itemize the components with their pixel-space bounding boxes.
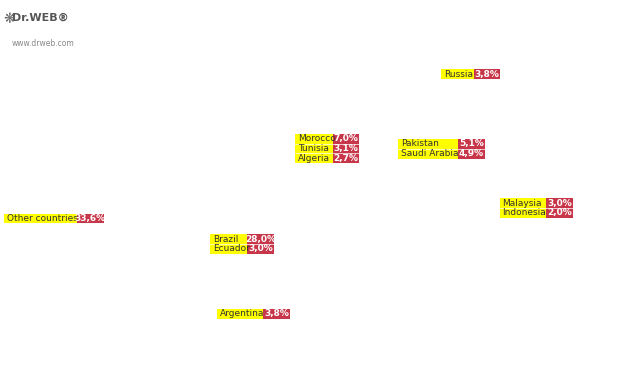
Text: 3,8%: 3,8% [264, 309, 289, 318]
Bar [474, 70, 500, 79]
Bar [4, 213, 77, 223]
Text: Algeria: Algeria [298, 154, 330, 163]
Text: Pakistan: Pakistan [401, 139, 439, 148]
Bar [264, 309, 290, 319]
Bar [295, 153, 333, 163]
Text: www.drweb.com: www.drweb.com [12, 39, 74, 47]
Bar [398, 149, 458, 159]
Text: 3,8%: 3,8% [475, 70, 500, 79]
Bar [458, 139, 484, 149]
Bar [441, 70, 474, 79]
Text: 3,1%: 3,1% [333, 144, 358, 153]
Bar [77, 213, 104, 223]
Bar [295, 134, 333, 144]
Text: Argentina: Argentina [220, 309, 264, 318]
Bar [333, 144, 359, 153]
Bar [546, 208, 573, 218]
Bar [500, 198, 546, 208]
Text: Tunisia: Tunisia [298, 144, 329, 153]
Bar [217, 309, 264, 319]
Text: 2,0%: 2,0% [547, 208, 572, 217]
Text: Other countries: Other countries [6, 214, 77, 223]
Text: 2,7%: 2,7% [333, 154, 358, 163]
Bar [398, 139, 458, 149]
Text: Brazil: Brazil [212, 234, 238, 244]
Text: 28,0%: 28,0% [245, 234, 276, 244]
Text: Russia: Russia [444, 70, 473, 79]
Bar [210, 234, 247, 244]
Text: ❋: ❋ [3, 12, 15, 26]
Text: Indonesia: Indonesia [502, 208, 547, 217]
Text: 4,9%: 4,9% [459, 149, 484, 158]
Text: 3,0%: 3,0% [248, 244, 273, 253]
Text: Malaysia: Malaysia [502, 199, 542, 208]
Bar [333, 153, 359, 163]
Text: 3,0%: 3,0% [547, 199, 572, 208]
Text: 33,6%: 33,6% [75, 214, 106, 223]
Bar [295, 144, 333, 153]
Bar [210, 244, 247, 254]
Text: 5,1%: 5,1% [459, 139, 484, 148]
Text: 7,0%: 7,0% [333, 134, 358, 143]
Bar [247, 244, 274, 254]
Bar [333, 134, 359, 144]
Text: Dr.WEB®: Dr.WEB® [12, 13, 68, 23]
Bar [458, 149, 484, 159]
Text: Morocco: Morocco [298, 134, 336, 143]
Bar [500, 208, 546, 218]
Text: Ecuador: Ecuador [212, 244, 250, 253]
Bar [546, 198, 573, 208]
Bar [247, 234, 274, 244]
Text: Saudi Arabia: Saudi Arabia [401, 149, 459, 158]
